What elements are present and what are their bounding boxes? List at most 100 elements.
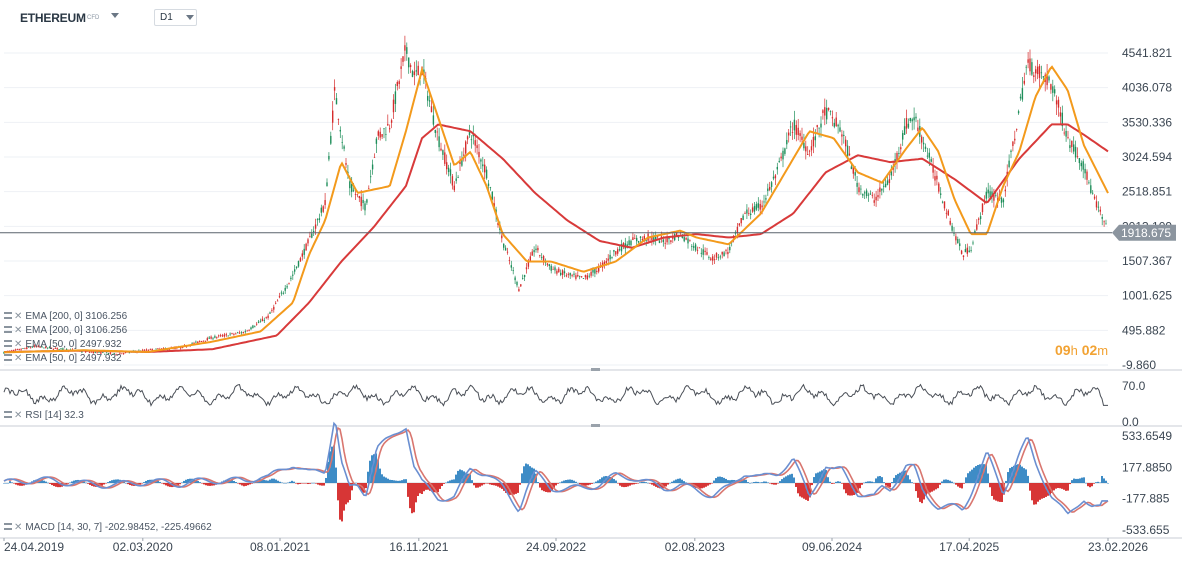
close-icon[interactable]: ✕: [14, 522, 23, 533]
close-icon[interactable]: ✕: [14, 311, 23, 322]
legend-rsi[interactable]: ✕ RSI [14] 32.3: [4, 410, 84, 422]
candle-body: [791, 132, 794, 133]
candle-body: [100, 351, 102, 354]
candle-body: [508, 260, 511, 261]
price-axis-tick: 3024.594: [1122, 150, 1172, 164]
macd-histogram-bar: [581, 483, 583, 486]
macd-histogram-bar: [441, 483, 443, 487]
settings-icon[interactable]: [4, 354, 12, 361]
instrument-dropdown-chevron-down-icon[interactable]: [111, 13, 119, 18]
candle-body: [406, 47, 408, 54]
candle-body: [807, 154, 809, 156]
candle-body: [35, 346, 37, 348]
candle-body: [1057, 99, 1060, 108]
candle-body: [423, 69, 425, 75]
macd-histogram-bar: [505, 483, 507, 493]
macd-histogram-bar: [301, 483, 303, 484]
candle-body: [489, 187, 492, 188]
candle-body: [582, 278, 585, 279]
candle-body: [113, 353, 115, 354]
macd-histogram-bar: [951, 481, 953, 483]
close-icon[interactable]: ✕: [14, 325, 23, 336]
macd-histogram-bar: [19, 483, 21, 486]
candle-body: [472, 134, 474, 137]
candle-body: [487, 183, 490, 186]
legend-ema200-a[interactable]: ✕ EMA [200, 0] 3106.256: [4, 311, 127, 323]
macd-histogram-bar: [799, 483, 801, 497]
macd-histogram-bar: [75, 480, 77, 483]
macd-histogram-bar: [659, 483, 661, 489]
candle-body: [658, 240, 661, 244]
candle-body: [584, 275, 587, 278]
close-icon[interactable]: ✕: [14, 353, 23, 364]
macd-histogram-bar: [159, 481, 161, 483]
macd-histogram-bar: [411, 483, 413, 514]
settings-icon[interactable]: [4, 523, 12, 530]
macd-histogram-bar: [1037, 483, 1039, 502]
candle-body: [313, 230, 315, 232]
macd-histogram-bar: [827, 477, 829, 483]
candle-body: [1073, 144, 1075, 152]
macd-histogram-bar: [725, 478, 727, 483]
settings-icon[interactable]: [4, 326, 12, 333]
candle-body: [702, 249, 704, 255]
macd-histogram-bar: [305, 483, 307, 484]
candle-body: [428, 100, 431, 102]
candle-body: [449, 169, 452, 176]
candle-body: [195, 341, 197, 343]
timeframe-select[interactable]: D1: [154, 9, 197, 26]
candle-body: [577, 275, 579, 277]
candle-body: [142, 349, 144, 351]
macd-histogram-bar: [915, 483, 917, 492]
macd-histogram-bar: [1051, 483, 1053, 494]
instrument-name[interactable]: ETHEREUM: [20, 11, 86, 25]
candle-body: [16, 349, 18, 350]
candle-body: [725, 250, 727, 251]
macd-histogram-bar: [9, 481, 11, 483]
macd-histogram-bar: [85, 482, 87, 484]
candle-body: [989, 191, 991, 198]
legend-ema200-b[interactable]: ✕ EMA [200, 0] 3106.256: [4, 325, 127, 337]
legend-ema50-a[interactable]: ✕ EMA [50, 0] 2497.932: [4, 339, 122, 351]
time-axis-tick: 08.01.2021: [250, 540, 310, 554]
candle-body: [890, 171, 892, 176]
candle-body: [896, 153, 898, 162]
candle-body: [240, 332, 243, 334]
macd-histogram-bar: [993, 483, 995, 500]
macd-histogram-bar: [1059, 483, 1061, 489]
close-icon[interactable]: ✕: [14, 339, 23, 350]
macd-histogram-bar: [831, 483, 833, 484]
settings-icon[interactable]: [4, 312, 12, 319]
candle-body: [1071, 140, 1073, 147]
settings-icon[interactable]: [4, 411, 12, 418]
candle-body: [759, 203, 761, 210]
macd-histogram-bar: [263, 479, 265, 483]
settings-icon[interactable]: [4, 340, 12, 347]
candle-body: [343, 146, 345, 149]
macd-histogram-bar: [1033, 483, 1035, 505]
macd-histogram-bar: [449, 480, 451, 483]
legend-macd[interactable]: ✕ MACD [14, 30, 7] -202.98452, -225.49662: [4, 522, 212, 534]
candle-body: [305, 243, 307, 251]
macd-histogram-bar: [909, 479, 911, 483]
macd-histogram-bar: [139, 483, 141, 485]
candle-body: [1029, 58, 1031, 72]
candle-body: [926, 155, 929, 157]
macd-histogram-bar: [539, 483, 541, 488]
candle-body: [444, 152, 446, 164]
macd-histogram-bar: [1053, 483, 1055, 491]
macd-histogram-bar: [83, 481, 85, 483]
macd-axis-tick: -177.885: [1122, 492, 1170, 506]
candle-body: [510, 265, 512, 268]
candle-body: [94, 351, 96, 353]
candle-body: [149, 348, 151, 350]
macd-histogram-bar: [143, 482, 145, 483]
close-icon[interactable]: ✕: [14, 410, 23, 421]
macd-histogram-bar: [1057, 483, 1059, 489]
macd-histogram-bar: [205, 483, 207, 486]
candle-body: [199, 341, 201, 343]
candle-body: [493, 203, 495, 207]
legend-ema50-b[interactable]: ✕ EMA [50, 0] 2497.932: [4, 353, 122, 365]
candle-body: [938, 183, 940, 192]
